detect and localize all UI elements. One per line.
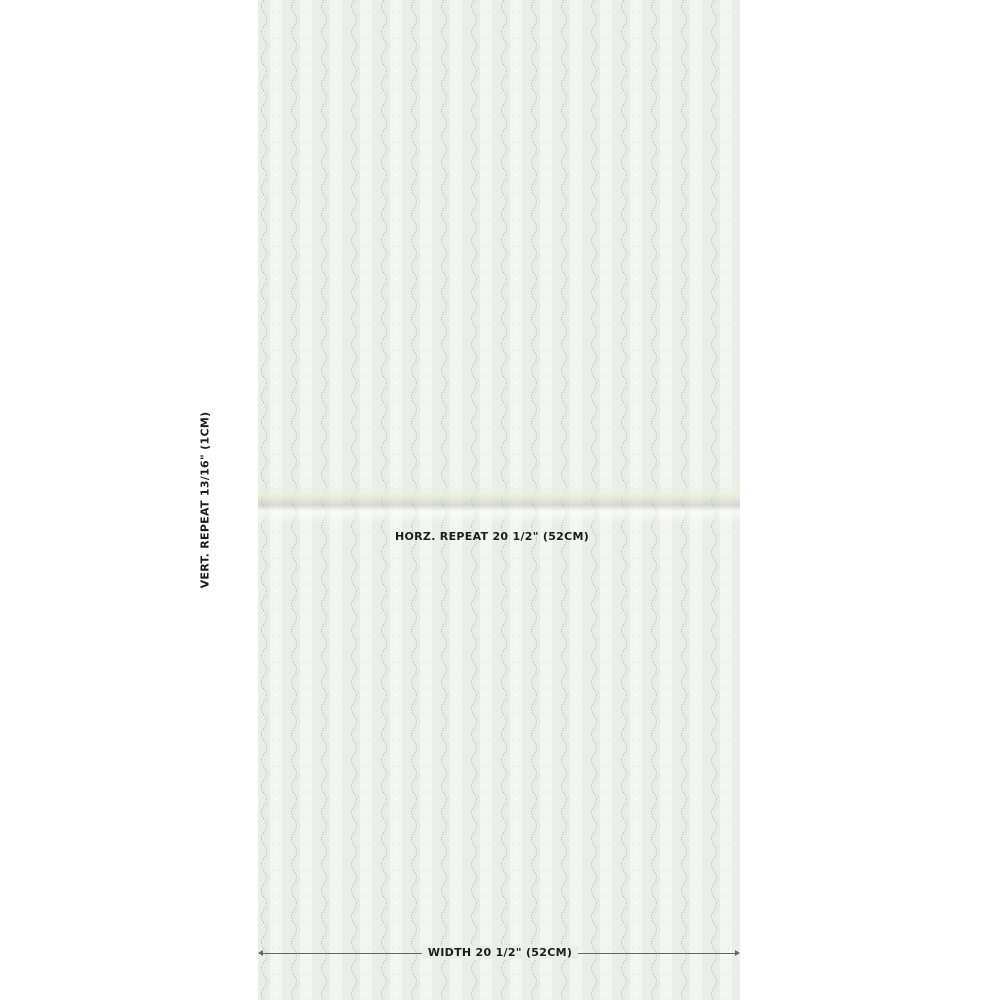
repeat-shadow-band — [258, 482, 740, 524]
vertical-repeat-label: VERT. REPEAT 13/16" (1CM) — [198, 411, 212, 589]
arrow-left-icon — [258, 950, 263, 956]
width-label-wrap: WIDTH 20 1/2" (52CM) — [0, 946, 1000, 959]
arrow-right-icon — [735, 950, 740, 956]
width-label: WIDTH 20 1/2" (52CM) — [421, 946, 579, 959]
horizontal-repeat-label: HORZ. REPEAT 20 1/2" (52CM) — [395, 530, 590, 543]
